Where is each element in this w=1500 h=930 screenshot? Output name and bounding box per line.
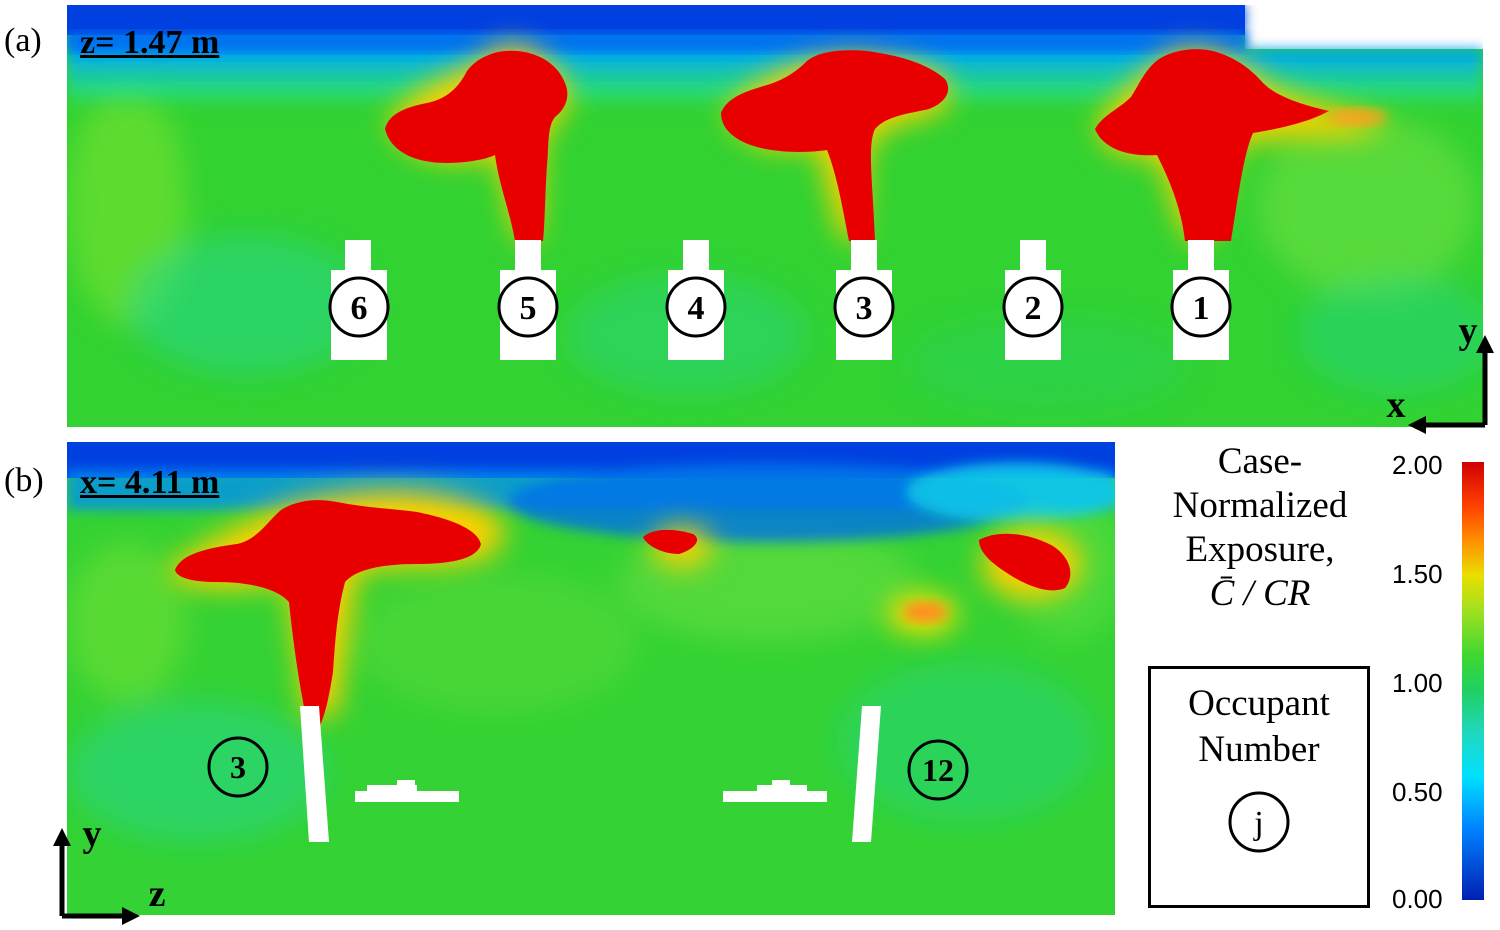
colorbar-tick: 1.50: [1392, 559, 1443, 589]
occupant-legend-box: Occupant Number j: [1148, 666, 1370, 908]
panel-a-label: (a): [4, 22, 42, 59]
occupant-legend-label: Occupant Number: [1151, 681, 1367, 773]
occupant-number: 5: [520, 290, 537, 327]
colorbar-tick: 2.00: [1392, 450, 1443, 480]
occupant-legend-line: Occupant: [1188, 683, 1330, 724]
axis-label-y: y: [1459, 310, 1478, 352]
occupant-number: 4: [688, 290, 705, 327]
occupant-marker-12: [907, 739, 969, 801]
occupant-legend-line: Number: [1198, 729, 1320, 770]
occupant-number: 6: [351, 290, 368, 327]
occupant-marker-2: [1002, 276, 1064, 338]
colorbar-tick: 1.00: [1392, 668, 1443, 698]
occupant-number: 1: [1193, 290, 1210, 327]
panel-b-label: (b): [4, 462, 44, 499]
occupant-marker-6: [328, 276, 390, 338]
occupant-marker-5: [497, 276, 559, 338]
axis-label-y: y: [83, 813, 102, 855]
legend-title-line: Normalized: [1172, 485, 1348, 526]
occupant-number: 3: [856, 290, 873, 327]
legend-title-line: C̄ / CR: [1209, 573, 1311, 614]
occupant-legend-j: j: [1253, 805, 1263, 842]
panel-a-plane-label: z= 1.47 m: [80, 24, 220, 61]
occupant-marker-4: [665, 276, 727, 338]
occupant-number: 12: [922, 752, 954, 788]
panel-b-axis-indicator: y z: [53, 813, 166, 925]
panel-b-plane-label: x= 4.11 m: [80, 464, 220, 501]
occupant-marker-3: [833, 276, 895, 338]
legend-title: Case- Normalized Exposure, C̄ / CR: [1130, 440, 1390, 616]
panel-b-occupant-markers: 3 12: [207, 736, 969, 801]
colorbar-tick: 0.50: [1392, 777, 1443, 807]
legend-title-line: Case-: [1217, 441, 1303, 482]
occupant-number: 2: [1025, 290, 1042, 327]
legend-title-line: Exposure,: [1185, 529, 1335, 570]
colorbar: [1462, 462, 1484, 900]
axis-label-x: x: [1387, 384, 1406, 426]
occupant-marker-1: [1170, 276, 1232, 338]
occupant-legend-symbol: j: [1228, 791, 1290, 853]
occupant-marker-3: [207, 736, 269, 798]
panel-a-axis-indicator: y x: [1387, 310, 1494, 434]
colorbar-tick: 0.00: [1392, 884, 1443, 914]
panel-a-occupant-markers: 6 5 4 3 2 1: [328, 276, 1232, 338]
occupant-number: 3: [230, 749, 246, 785]
axis-label-z: z: [149, 873, 166, 915]
panel-b-contour-plot: [67, 442, 1115, 915]
